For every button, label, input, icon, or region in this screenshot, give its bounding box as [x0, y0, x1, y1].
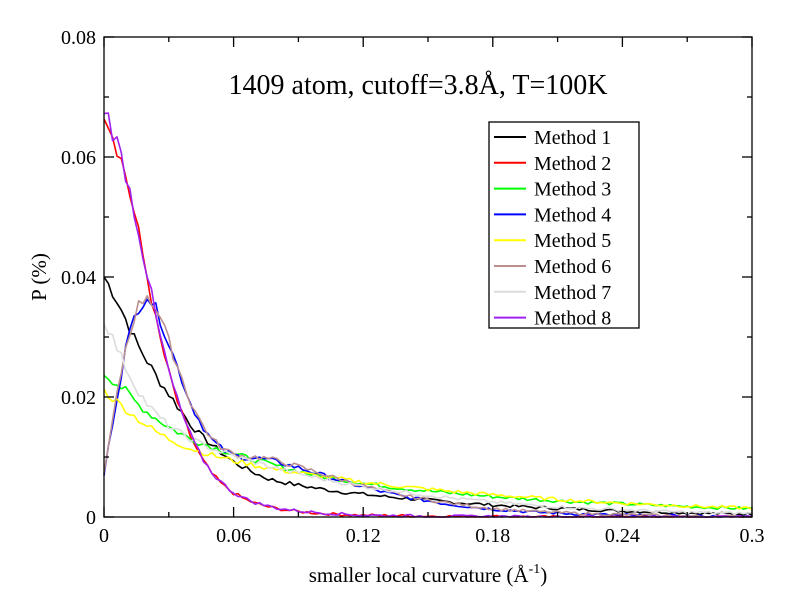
legend-label: Method 4: [534, 204, 611, 226]
y-tick-label: 0.02: [61, 387, 96, 409]
legend-label: Method 2: [534, 153, 611, 175]
x-axis-label-superscript: -1: [529, 562, 541, 577]
legend-label: Method 3: [534, 179, 611, 201]
x-tick-label: 0.18: [475, 525, 510, 547]
legend-label: Method 8: [534, 308, 611, 330]
x-axis-label-main: smaller local curvature (Å: [309, 563, 530, 587]
y-axis: 0 0.02 0.04 0.06 0.08: [61, 27, 752, 529]
y-tick-label: 0: [86, 507, 96, 529]
x-axis-label: smaller local curvature (Å-1): [309, 562, 548, 587]
x-tick-label: 0.3: [740, 525, 765, 547]
legend: Method 1 Method 2 Method 3 Method 4 Method 5…: [488, 121, 640, 330]
y-axis-label: P (%): [27, 253, 51, 301]
y-tick-label: 0.04: [61, 267, 96, 289]
x-tick-label: 0: [99, 525, 109, 547]
x-axis-label-suffix: ): [540, 563, 547, 587]
legend-label: Method 5: [534, 230, 611, 252]
chart-title: 1409 atom, cutoff=3.8Å, T=100K: [229, 70, 608, 101]
x-tick-label: 0.06: [216, 525, 251, 547]
x-axis: 0 0.06 0.12 0.18 0.24 0.3: [99, 37, 765, 547]
series-line-method-7: [103, 323, 753, 516]
y-tick-label: 0.06: [61, 147, 96, 169]
x-tick-label: 0.12: [346, 525, 381, 547]
legend-label: Method 7: [534, 282, 611, 304]
legend-label: Method 1: [534, 127, 611, 149]
y-tick-label: 0.08: [61, 27, 96, 49]
legend-box: [488, 121, 640, 329]
series-line-method-6: [103, 295, 753, 518]
x-tick-label: 0.24: [605, 525, 640, 547]
legend-label: Method 6: [534, 256, 611, 278]
series-line-method-5: [103, 388, 753, 511]
